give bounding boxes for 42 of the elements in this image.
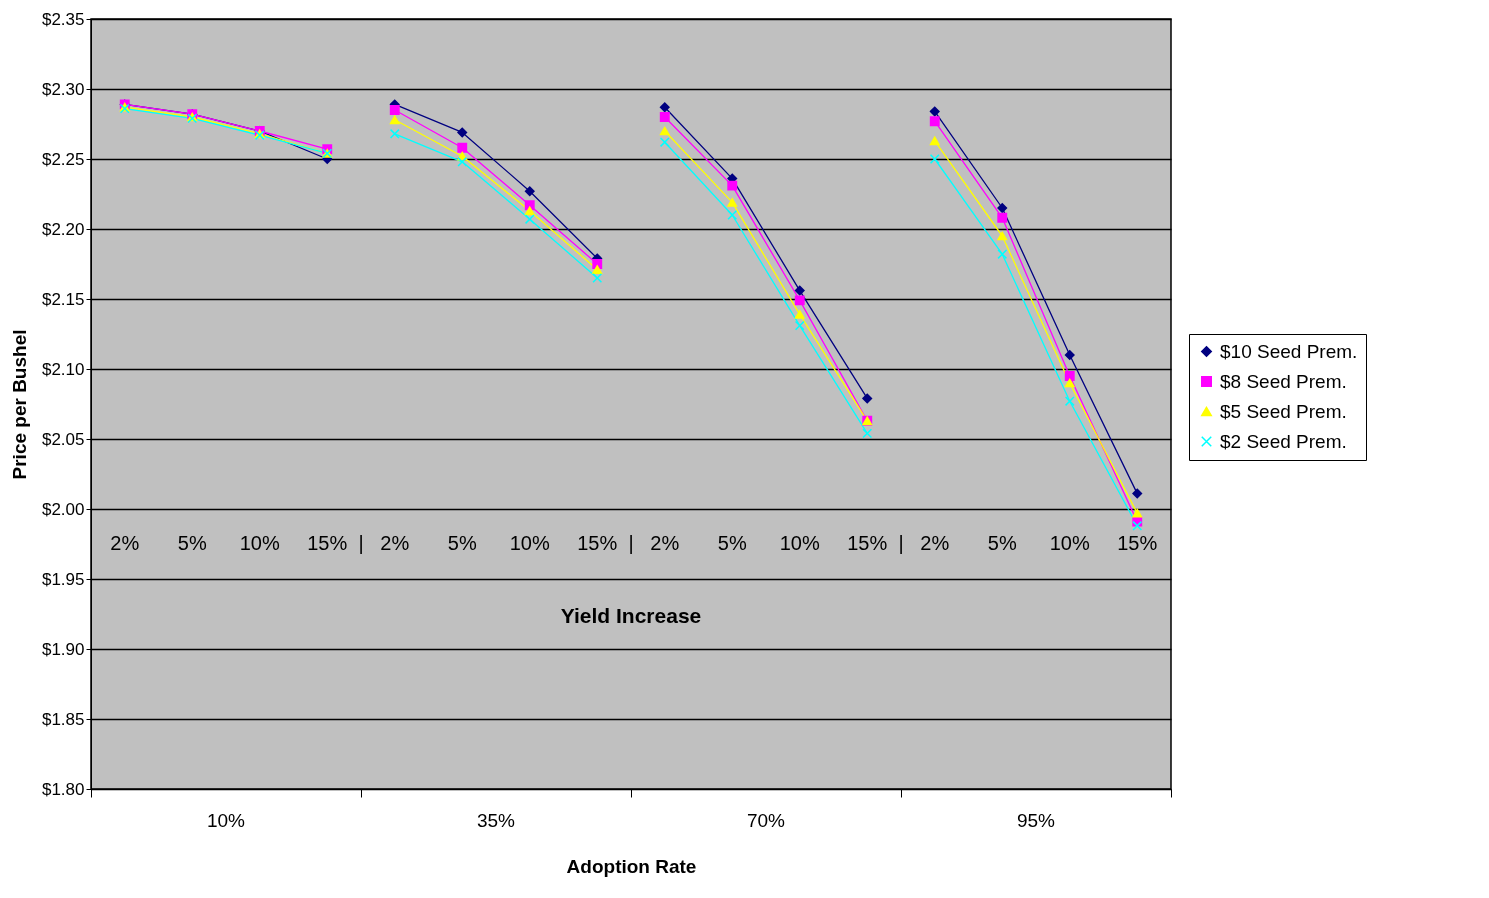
- x-tick-label: 10%: [779, 532, 820, 555]
- annotation: |: [898, 532, 904, 555]
- y-tick-label: $2.15: [41, 289, 85, 309]
- x-tick-label: 15%: [307, 532, 348, 555]
- y-tick-label: $1.90: [41, 639, 85, 659]
- legend-label: $5 Seed Prem.: [1220, 400, 1347, 422]
- x-tick-label: 2%: [110, 532, 140, 555]
- y-tick-label: $1.80: [41, 779, 85, 799]
- y-tick-label: $1.95: [41, 569, 85, 589]
- y-tick-label: $2.30: [41, 79, 85, 99]
- x-tick-label: 10%: [1049, 532, 1090, 555]
- x-tick-label: 15%: [847, 532, 888, 555]
- x-tick-label: 15%: [1117, 532, 1158, 555]
- legend-label: $8 Seed Prem.: [1220, 370, 1347, 392]
- x-tick-label: 10%: [509, 532, 550, 555]
- x-tick-label: 5%: [987, 532, 1017, 555]
- y-tick-label: $2.05: [41, 429, 85, 449]
- text: 10%: [206, 810, 246, 831]
- x-tick-label: 2%: [650, 532, 680, 555]
- y-tick-label: $1.85: [41, 709, 85, 729]
- annotation: Yield Increase: [560, 603, 702, 627]
- y-tick-label: $2.10: [41, 359, 85, 379]
- x-tick-label: 2%: [920, 532, 950, 555]
- x-axis-title: Adoption Rate: [566, 856, 697, 877]
- y-tick-label: $2.20: [41, 219, 85, 239]
- y-axis-title: Price per Bushel: [8, 329, 30, 480]
- legend-label: $2 Seed Prem.: [1220, 430, 1347, 452]
- annotation: |: [358, 532, 364, 555]
- y-tick-label: $2.00: [41, 499, 85, 519]
- x-tick-label: 5%: [717, 532, 747, 555]
- annotation: |: [628, 532, 634, 555]
- text: 35%: [476, 810, 516, 831]
- x-tick-label: 15%: [577, 532, 618, 555]
- y-tick-label: $2.35: [41, 9, 85, 29]
- x-tick-label: 10%: [239, 532, 280, 555]
- text: 70%: [746, 810, 786, 831]
- text: 95%: [1016, 810, 1056, 831]
- x-tick-label: 5%: [177, 532, 207, 555]
- y-tick-label: $2.25: [41, 149, 85, 169]
- legend-label: $10 Seed Prem.: [1220, 340, 1358, 362]
- x-tick-label: 2%: [380, 532, 410, 555]
- x-tick-label: 5%: [447, 532, 477, 555]
